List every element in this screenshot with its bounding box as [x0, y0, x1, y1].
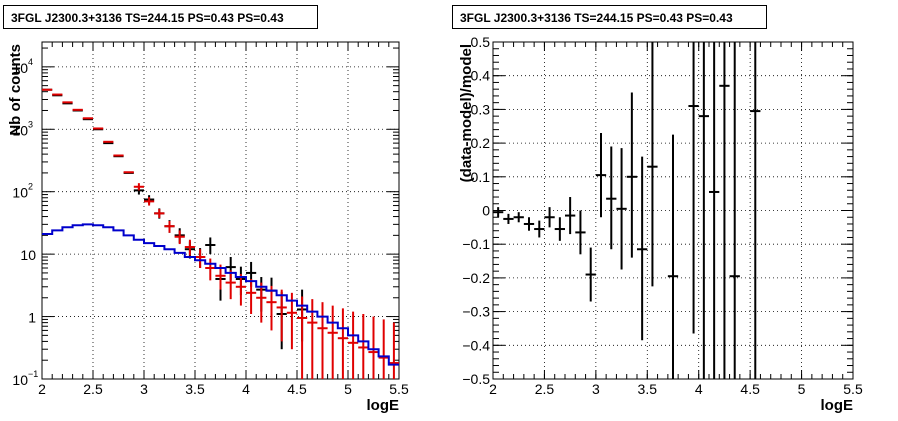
y-tick-label: 0 — [482, 203, 490, 219]
residuals-panel: 2 2.5 3 3.5 4 4.5 5 5.5 −0.5 −0.4 −0.3 −0.2 −0.1 0 0.1… — [458, 34, 863, 414]
x-tick-label: 3.5 — [638, 381, 658, 397]
x-tick-label: 4 — [695, 381, 703, 397]
y-tick-label: −0.1 — [462, 236, 490, 252]
y-axis-label: (data-model)/model — [458, 44, 475, 182]
x-tick-label: 2 — [38, 381, 46, 397]
x-tick-label: 3 — [592, 381, 600, 397]
model-histogram-line — [42, 223, 399, 366]
x-tick-label: 2 — [489, 381, 497, 397]
right-plot-title: 3FGL J2300.3+3136 TS=244.15 PS=0.43 PS=0… — [452, 5, 767, 29]
y-tick-exponent: 2 — [28, 182, 33, 192]
y-tick-label: 0.3 — [471, 101, 491, 117]
y-tick-label: −0.4 — [462, 337, 490, 353]
x-tick-label: 5.5 — [389, 381, 409, 397]
x-axis-label: logE — [821, 397, 854, 414]
x-tick-label: 4.5 — [287, 381, 307, 397]
y-tick-label: −0.5 — [462, 371, 490, 387]
left-plot-title: 3FGL J2300.3+3136 TS=244.15 PS=0.43 PS=0… — [3, 5, 318, 29]
y-axis-label: Nb of counts — [7, 44, 24, 136]
x-tick-label: 5 — [798, 381, 806, 397]
y-tick-label: 10 — [12, 60, 28, 76]
x-tick-label: 2.5 — [83, 381, 103, 397]
x-tick-label: 2.5 — [535, 381, 555, 397]
y-tick-label: 0.5 — [471, 34, 491, 50]
y-tick-label: 10 — [12, 372, 28, 388]
x-axis-label: logE — [367, 397, 400, 414]
y-tick-label: 0.1 — [471, 169, 491, 185]
x-tick-label: 5.5 — [843, 381, 863, 397]
y-tick-label: 0.4 — [471, 68, 491, 84]
x-tick-label: 3 — [140, 381, 148, 397]
y-tick-exponent: 3 — [28, 119, 33, 129]
x-tick-label: 4 — [242, 381, 250, 397]
y-tick-label: −0.2 — [462, 270, 490, 286]
y-tick-label: 0.2 — [471, 135, 491, 151]
y-tick-label: −0.3 — [462, 304, 490, 320]
y-tick-label: 10 — [12, 122, 28, 138]
x-tick-label: 5 — [344, 381, 352, 397]
y-tick-label: 10 — [12, 185, 28, 201]
y-tick-exponent: −1 — [28, 369, 38, 379]
y-tick-label: 1 — [28, 310, 36, 326]
y-tick-exponent: 4 — [28, 57, 33, 67]
x-tick-label: 4.5 — [740, 381, 760, 397]
y-tick-label: 10 — [20, 247, 36, 263]
x-tick-label: 3.5 — [185, 381, 205, 397]
